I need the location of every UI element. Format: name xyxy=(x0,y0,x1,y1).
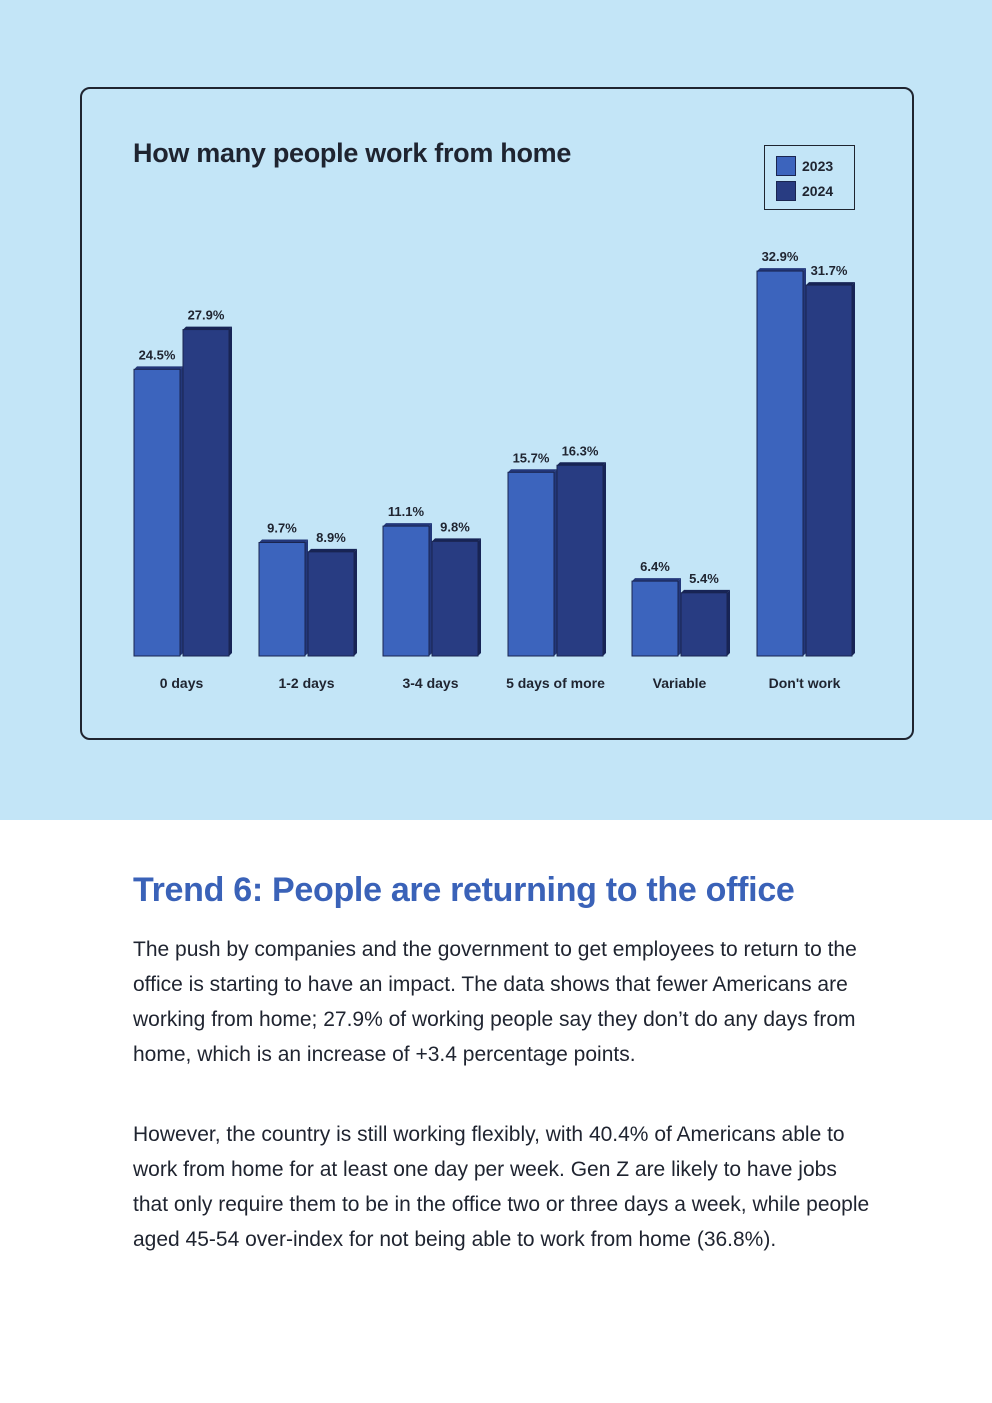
bar-side-2024-5 xyxy=(852,282,855,656)
bar-side-2024-3 xyxy=(603,462,606,656)
bar-2023-3 xyxy=(507,471,555,657)
bar-top-2023-4 xyxy=(632,578,681,582)
bar-chart-plot: 24.5% 27.9% 0 days 9.7% 8.9% 1-2 days 11.1% 9.8… xyxy=(133,249,855,691)
bar-side-2023-4 xyxy=(678,578,681,656)
bar-side-2024-4 xyxy=(727,589,730,656)
bar-2023-1 xyxy=(258,542,306,657)
data-label-2023-0: 24.5% xyxy=(139,347,176,362)
bar-side-2023-0 xyxy=(180,366,183,656)
bar-side-2023-5 xyxy=(803,268,806,656)
bar-2023-5 xyxy=(756,270,804,657)
data-label-2023-5: 32.9% xyxy=(762,249,799,264)
bar-2024-0 xyxy=(182,329,230,657)
chart-legend: 2023 2024 xyxy=(764,145,855,210)
bar-side-2023-2 xyxy=(429,523,432,656)
legend-label-2023: 2023 xyxy=(802,158,834,174)
bar-top-2024-0 xyxy=(183,326,232,330)
data-label-2023-2: 11.1% xyxy=(388,504,425,519)
bar-2024-2 xyxy=(431,540,479,657)
bar-top-2024-1 xyxy=(308,548,357,552)
category-label-3: 5 days of more xyxy=(506,675,605,691)
data-label-2024-1: 8.9% xyxy=(316,530,346,545)
bar-side-2024-2 xyxy=(478,538,481,656)
legend-label-2024: 2024 xyxy=(802,183,834,199)
bar-2023-0 xyxy=(133,368,181,657)
article-paragraph-1: The push by companies and the government… xyxy=(133,938,857,1066)
data-label-2023-1: 9.7% xyxy=(267,521,297,536)
category-label-1: 1-2 days xyxy=(278,675,334,691)
data-label-2023-3: 15.7% xyxy=(513,450,550,465)
bar-top-2023-3 xyxy=(508,469,557,473)
bar-side-2024-0 xyxy=(229,326,232,656)
data-label-2024-0: 27.9% xyxy=(188,308,225,323)
bar-side-2024-1 xyxy=(354,548,357,656)
bar-2023-4 xyxy=(631,580,679,657)
data-label-2024-2: 9.8% xyxy=(440,519,470,534)
bar-top-2023-2 xyxy=(383,523,432,527)
bar-top-2023-1 xyxy=(259,539,308,543)
bar-side-2023-3 xyxy=(554,469,557,656)
data-label-2023-4: 6.4% xyxy=(640,559,670,574)
bar-top-2023-5 xyxy=(757,268,806,272)
bar-top-2024-5 xyxy=(806,282,855,286)
trend-heading: Trend 6: People are returning to the off… xyxy=(133,871,795,909)
data-label-2024-5: 31.7% xyxy=(811,263,848,278)
category-label-2: 3-4 days xyxy=(402,675,458,691)
bar-2024-1 xyxy=(307,551,355,657)
bar-2024-4 xyxy=(680,592,728,657)
category-label-0: 0 days xyxy=(160,675,204,691)
article-paragraph-2: However, the country is still working fl… xyxy=(133,1123,870,1251)
bar-2024-5 xyxy=(805,284,853,657)
legend-swatch-2024 xyxy=(776,181,796,201)
category-label-4: Variable xyxy=(653,675,707,691)
data-label-2024-3: 16.3% xyxy=(562,443,599,458)
bar-2023-2 xyxy=(382,525,430,657)
chart-card xyxy=(80,87,914,740)
bar-top-2024-4 xyxy=(681,589,730,593)
bar-side-2023-1 xyxy=(305,539,308,656)
category-label-5: Don't work xyxy=(769,675,841,691)
bar-2024-3 xyxy=(556,464,604,657)
data-label-2024-4: 5.4% xyxy=(689,571,719,586)
bar-top-2023-0 xyxy=(134,366,183,370)
bar-top-2024-3 xyxy=(557,462,606,466)
chart-title: How many people work from home xyxy=(133,138,572,168)
bar-top-2024-2 xyxy=(432,538,481,542)
legend-swatch-2023 xyxy=(776,156,796,176)
